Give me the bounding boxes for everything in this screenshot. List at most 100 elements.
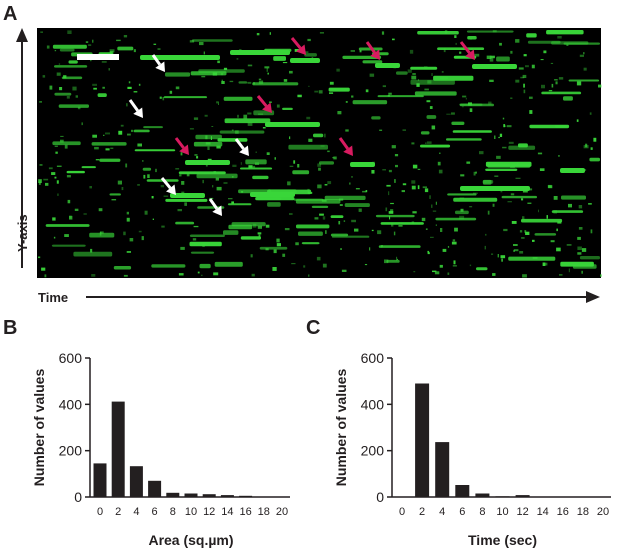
signal-dot [425, 142, 427, 144]
signal-dot [515, 177, 521, 179]
signal-streak [298, 231, 323, 236]
signal-dot [54, 176, 57, 179]
signal-dot [92, 134, 97, 138]
hist-area-y-tick-label: 600 [59, 350, 83, 366]
signal-streak [518, 143, 528, 148]
signal-dot [203, 51, 205, 55]
hist-time-bar [495, 496, 510, 497]
signal-dot [577, 236, 581, 240]
signal-dot [513, 250, 515, 252]
signal-streak [224, 118, 271, 124]
signal-dot [323, 133, 326, 138]
signal-streak [541, 91, 582, 95]
signal-dot [460, 208, 464, 212]
signal-dot [442, 248, 447, 252]
signal-dot [518, 67, 524, 70]
signal-dot [161, 225, 165, 228]
signal-dot [305, 51, 309, 53]
signal-dot [126, 217, 130, 222]
signal-streak [109, 193, 121, 196]
hist-area-bar [275, 496, 289, 497]
signal-dot [142, 160, 144, 162]
signal-dot [247, 122, 253, 126]
signal-dot [556, 247, 561, 252]
signal-dot [54, 50, 57, 52]
signal-dot [429, 195, 431, 199]
panel-b-letter: B [3, 317, 18, 339]
signal-streak [45, 224, 90, 227]
signal-dot [262, 127, 266, 129]
signal-streak [59, 48, 75, 52]
signal-streak [165, 72, 191, 77]
panel-c-letter: C [306, 317, 321, 339]
signal-streak [198, 69, 245, 73]
signal-dot [284, 228, 290, 231]
signal-dot [417, 168, 421, 170]
signal-streak [68, 60, 78, 64]
signal-streak [313, 133, 324, 138]
hist-time-x-tick-label: 14 [537, 506, 549, 518]
signal-dot [126, 211, 129, 215]
signal-dot [439, 152, 441, 154]
signal-dot [402, 129, 406, 131]
signal-dot [441, 71, 444, 73]
signal-dot [432, 210, 437, 212]
signal-streak [52, 44, 87, 49]
signal-dot [223, 67, 228, 71]
signal-streak [551, 41, 589, 45]
signal-dot [211, 126, 214, 127]
signal-dot [576, 119, 579, 122]
signal-streak [219, 130, 265, 134]
signal-dot [578, 227, 583, 230]
signal-dot [520, 76, 525, 79]
magenta-arrow [338, 137, 353, 156]
white-arrow [128, 99, 143, 118]
signal-streak [560, 168, 585, 173]
signal-dot [504, 125, 507, 127]
signal-dot [105, 148, 110, 151]
signal-dot [494, 175, 499, 177]
signal-streak [301, 242, 320, 245]
signal-dot [123, 35, 128, 38]
hist-time-x-axis-label: Time (sec) [468, 532, 537, 548]
signal-dot [101, 61, 107, 63]
hist-area-x-axis-label: Area (sq.µm) [148, 532, 233, 548]
signal-streak [420, 131, 430, 135]
signal-dot [269, 32, 271, 35]
signal-dot [324, 184, 328, 186]
signal-dot [39, 164, 43, 166]
signal-dot [430, 236, 434, 238]
signal-streak [240, 236, 261, 240]
signal-dot [138, 83, 141, 86]
signal-dot [391, 145, 396, 149]
signal-dot [351, 219, 356, 223]
hist-time-x-tick-label: 10 [496, 506, 508, 518]
signal-streak [175, 221, 195, 225]
signal-dot [123, 231, 126, 236]
magenta-arrow [459, 41, 475, 60]
signal-dot [228, 198, 233, 200]
signal-dot [138, 230, 142, 233]
hist-area-x-tick-label: 16 [239, 506, 251, 518]
signal-dot [252, 165, 256, 168]
signal-dot [539, 168, 545, 171]
signal-dot [389, 215, 391, 220]
signal-streak [66, 170, 85, 174]
signal-dot [590, 229, 593, 234]
signal-streak [54, 92, 72, 96]
signal-dot [555, 81, 558, 85]
hist-time-y-axis-label: Number of values [333, 369, 349, 487]
magenta-arrow [256, 95, 272, 113]
signal-dot [393, 231, 396, 236]
signal-dot [519, 230, 523, 233]
signal-dot [189, 40, 195, 43]
signal-dot [432, 270, 437, 273]
signal-streak [227, 203, 252, 206]
signal-dot [90, 248, 93, 253]
signal-dot [369, 73, 375, 77]
signal-streak [97, 93, 107, 97]
signal-dot [204, 114, 208, 117]
signal-dot [217, 60, 220, 64]
signal-dot [566, 244, 572, 246]
signal-dot [56, 72, 61, 76]
